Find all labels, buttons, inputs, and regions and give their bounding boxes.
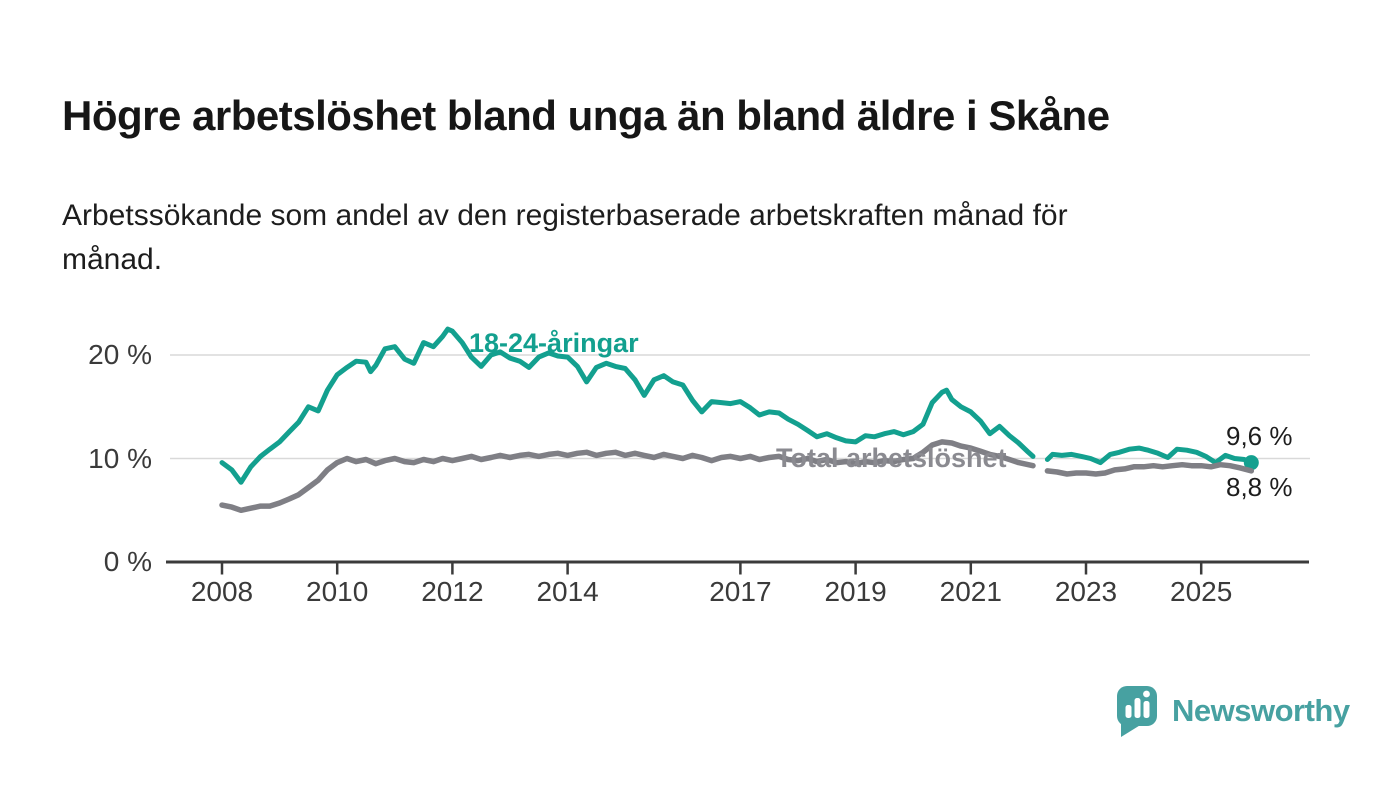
series-label-total: Total arbetslöshet <box>776 443 1007 473</box>
x-axis-label: 2014 <box>536 576 599 607</box>
series-line <box>1044 445 1254 466</box>
x-axis-label: 2021 <box>939 576 1002 607</box>
y-axis-label: 0 % <box>103 546 152 577</box>
series-end-dot <box>1243 455 1259 471</box>
end-value-label-total: 8,8 % <box>1226 472 1293 502</box>
x-axis-label: 2017 <box>709 576 772 607</box>
newsworthy-logo[interactable]: Newsworthy <box>1116 684 1350 738</box>
newsworthy-bubble-chart-icon <box>1117 686 1157 737</box>
x-axis-label: 2025 <box>1170 576 1233 607</box>
end-value-label-youth: 9,6 % <box>1226 421 1293 451</box>
series-line <box>219 326 1036 485</box>
x-axis-label: 2023 <box>1054 576 1118 607</box>
x-axis-label: 2012 <box>421 576 484 607</box>
y-axis-label: 10 % <box>88 442 152 474</box>
series-line <box>219 439 1036 514</box>
page-subtitle: Arbetssökande som andel av den registerb… <box>62 199 1068 276</box>
newsworthy-logo-text: Newsworthy <box>1172 693 1350 728</box>
series-label-youth: 18-24-åringar <box>469 328 639 358</box>
y-axis-label: 20 % <box>88 339 152 370</box>
x-axis-label: 2008 <box>190 576 254 607</box>
page-title: Högre arbetslöshet bland unga än bland ä… <box>62 92 1110 140</box>
x-axis-label: 2019 <box>824 576 887 607</box>
x-axis-label: 2010 <box>306 576 369 607</box>
series-line <box>1044 461 1255 477</box>
